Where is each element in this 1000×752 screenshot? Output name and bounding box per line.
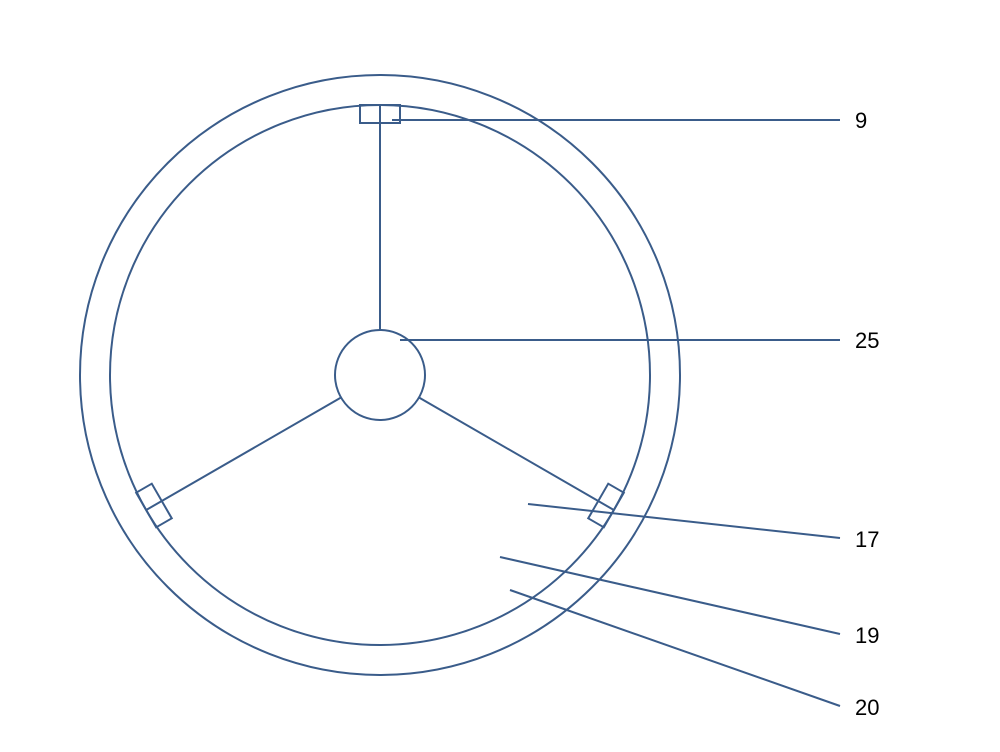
- leader-line-17: [528, 504, 840, 538]
- diagram-svg: [0, 0, 1000, 752]
- hub-circle: [335, 330, 425, 420]
- spoke: [146, 398, 341, 511]
- spoke: [419, 398, 614, 511]
- leader-line-20: [510, 590, 840, 706]
- callout-label-19: 19: [855, 623, 879, 649]
- callout-label-25: 25: [855, 328, 879, 354]
- callout-label-20: 20: [855, 695, 879, 721]
- callout-label-9: 9: [855, 108, 867, 134]
- callout-label-17: 17: [855, 527, 879, 553]
